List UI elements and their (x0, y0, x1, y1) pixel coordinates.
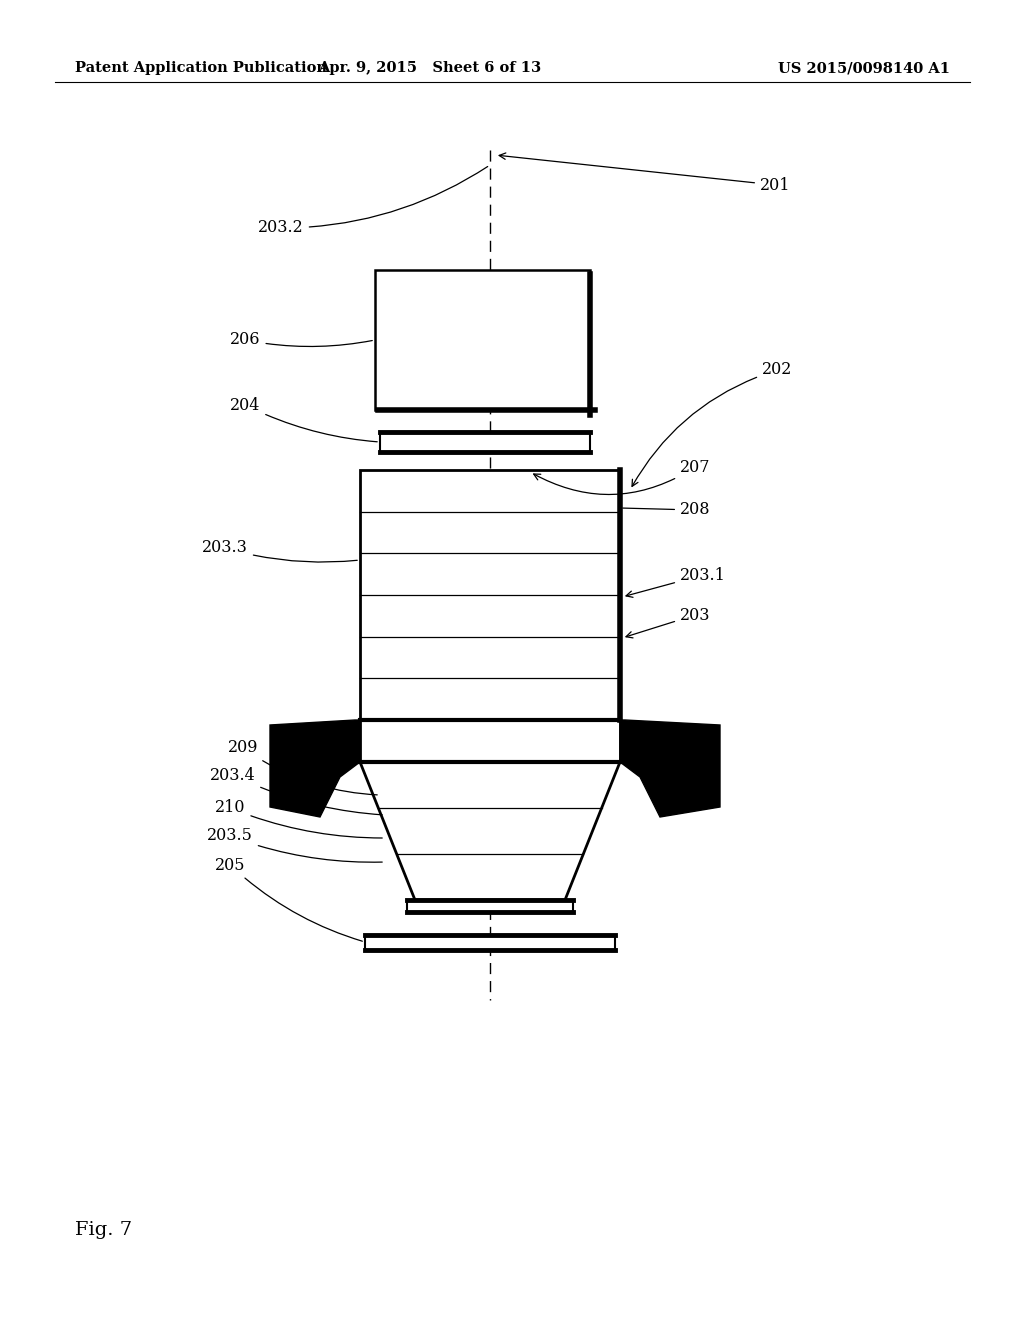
Bar (375, 271, 590, 411)
Text: Patent Application Publication: Patent Application Publication (75, 61, 327, 75)
Text: US 2015/0098140 A1: US 2015/0098140 A1 (778, 61, 950, 75)
Text: 203.2: 203.2 (258, 166, 487, 236)
Bar (360, 719, 620, 762)
Text: 209: 209 (228, 739, 377, 795)
Text: 203.1: 203.1 (626, 566, 726, 598)
Text: Fig. 7: Fig. 7 (75, 1221, 132, 1239)
Bar (380, 432, 590, 451)
Text: 203.3: 203.3 (202, 540, 357, 562)
Text: 208: 208 (623, 502, 711, 519)
Bar (360, 470, 620, 719)
Polygon shape (360, 762, 620, 900)
Text: 204: 204 (230, 396, 377, 442)
Polygon shape (620, 719, 720, 817)
Text: 210: 210 (215, 800, 382, 838)
Text: 207: 207 (534, 458, 711, 495)
Text: 203: 203 (626, 606, 711, 638)
Text: 201: 201 (499, 153, 791, 194)
Text: 202: 202 (632, 362, 793, 486)
Polygon shape (270, 719, 360, 817)
Text: 203.4: 203.4 (210, 767, 382, 814)
Text: 205: 205 (215, 857, 362, 941)
Text: Apr. 9, 2015   Sheet 6 of 13: Apr. 9, 2015 Sheet 6 of 13 (318, 61, 542, 75)
Text: 203.5: 203.5 (207, 828, 382, 862)
Bar (365, 935, 615, 950)
Bar (407, 900, 573, 912)
Text: 206: 206 (230, 331, 373, 348)
